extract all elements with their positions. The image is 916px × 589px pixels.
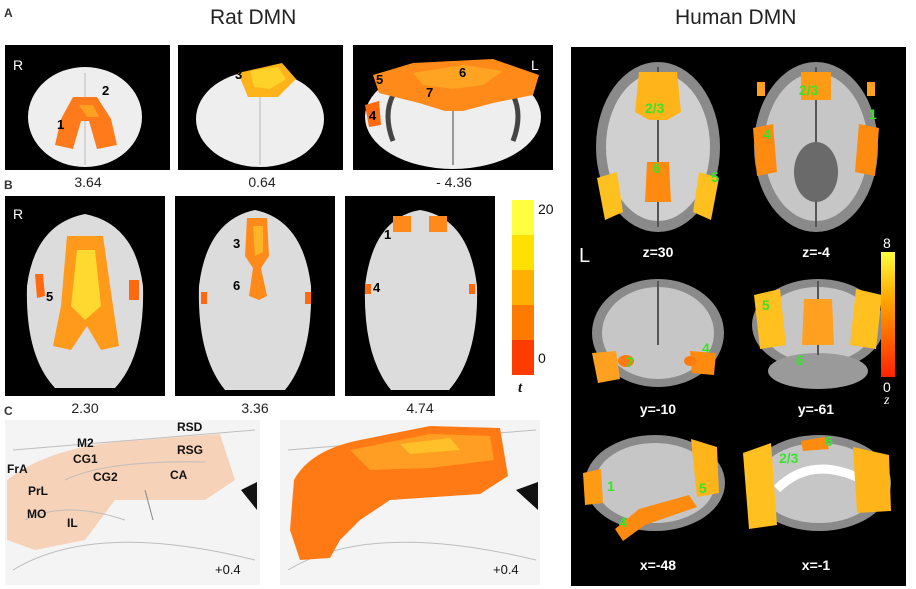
rat-horizontal-slice-1: R 5 — [5, 196, 165, 396]
region-label-1: 1 — [57, 117, 65, 132]
slice-coordinate: 3.36 — [241, 400, 269, 416]
human-dmn-title: Human DMN — [675, 6, 797, 29]
slice-coordinate: 3.64 — [74, 174, 102, 190]
slice-coordinate: y=-10 — [639, 401, 677, 417]
rat-horizontal-slice-2: 3 6 — [175, 196, 335, 396]
region-label-3: 3 — [233, 236, 241, 251]
region-label-5: 5 — [699, 480, 707, 496]
human-colorbar-unit: z — [884, 393, 890, 408]
region-label-prl: PrL — [28, 484, 49, 498]
slice-coordinate: 0.64 — [248, 174, 276, 190]
side-label-r: R — [13, 57, 24, 73]
region-label-3: 3 — [235, 67, 243, 82]
atlas-sagittal-activation: +0.4 — [280, 420, 540, 585]
region-label-rsg: RSG — [177, 443, 204, 457]
region-label-5: 5 — [376, 72, 384, 87]
rat-colorbar-unit: t — [518, 380, 523, 396]
region-label-cg2: CG2 — [93, 470, 118, 484]
human-axial-slice-2: 2/3 4 1 — [741, 52, 891, 242]
slice-coordinate: x=-1 — [801, 557, 831, 573]
region-label-cg1: CG1 — [73, 452, 98, 466]
slice-coordinate: 4.74 — [406, 400, 434, 416]
region-label-6: 6 — [653, 160, 661, 176]
human-colorbar — [881, 252, 895, 377]
region-label-5: 5 — [46, 289, 54, 304]
region-label-1: 1 — [384, 227, 392, 242]
atlas-sagittal-labeled: RSD M2 RSG CG1 FrA CG2 CA PrL MO IL +0.4 — [5, 420, 260, 585]
region-label-6: 6 — [796, 352, 804, 368]
region-label-4: 4 — [369, 108, 377, 123]
panel-letter-a: A — [4, 6, 13, 20]
human-sagittal-slice-2: 2/3 6 — [741, 429, 896, 547]
rat-coronal-slice-1: R 2 1 — [5, 45, 170, 170]
panel-letter-b: B — [4, 178, 13, 192]
rat-colorbar-min: 0 — [538, 350, 546, 366]
region-label-5: 5 — [762, 297, 770, 313]
region-label-5: 5 — [711, 169, 719, 185]
slice-coordinate: - 4.36 — [436, 174, 472, 190]
human-dmn-panel: 2/3 6 5 2/3 4 1 z=30 z=-4 L — [571, 47, 906, 586]
rat-dmn-title: Rat DMN — [210, 6, 297, 29]
rat-colorbar — [512, 200, 534, 375]
region-label-6: 6 — [233, 278, 241, 293]
slice-coordinate: z=-4 — [802, 244, 830, 260]
region-label-6: 6 — [825, 433, 833, 449]
region-label-2: 2 — [102, 83, 110, 98]
side-label-r: R — [13, 206, 24, 222]
human-coronal-slice-2: 5 6 — [746, 275, 891, 390]
slice-coordinate: 2.30 — [71, 400, 99, 416]
human-coronal-slice-1: 7 4 — [586, 275, 731, 390]
rat-coronal-slice-3: 5 6 7 4 L — [353, 45, 553, 170]
side-label-l: L — [579, 245, 591, 267]
slice-coordinate: x=-48 — [639, 557, 677, 573]
panel-letter-c: C — [4, 404, 13, 418]
region-label-1: 1 — [869, 106, 877, 122]
rat-coronal-slice-2: 3 — [178, 45, 343, 170]
region-label-4: 4 — [702, 340, 710, 356]
region-label-6: 6 — [459, 65, 467, 80]
slice-coordinate: +0.4 — [215, 562, 241, 577]
region-label-mo: MO — [27, 507, 47, 521]
region-label-4: 4 — [763, 126, 771, 142]
region-label-4: 4 — [619, 514, 627, 530]
human-colorbar-min: 0 — [883, 379, 891, 395]
region-label-2-3: 2/3 — [799, 82, 819, 98]
slice-coordinate: y=-61 — [797, 401, 835, 417]
region-label-7: 7 — [426, 85, 434, 100]
region-label-2-3: 2/3 — [645, 100, 665, 116]
region-label-ca: CA — [170, 468, 188, 482]
human-colorbar-max: 8 — [883, 235, 891, 251]
slice-coordinate: z=30 — [642, 244, 674, 260]
region-label-1: 1 — [607, 478, 615, 494]
rat-colorbar-max: 20 — [538, 201, 554, 217]
region-label-fra: FrA — [7, 462, 28, 476]
slice-coordinate: +0.4 — [493, 562, 519, 577]
region-label-7: 7 — [626, 354, 634, 370]
region-label-4: 4 — [373, 280, 381, 295]
region-label-2-3: 2/3 — [779, 450, 799, 466]
side-label-l: L — [531, 57, 539, 73]
region-label-il: IL — [67, 516, 78, 530]
region-label-m2: M2 — [77, 436, 94, 450]
region-label-rsd: RSD — [177, 420, 203, 434]
human-sagittal-slice-1: 1 4 5 — [579, 429, 729, 547]
rat-horizontal-slice-3: 1 4 — [345, 196, 495, 396]
human-axial-slice-1: 2/3 6 5 — [583, 52, 733, 242]
